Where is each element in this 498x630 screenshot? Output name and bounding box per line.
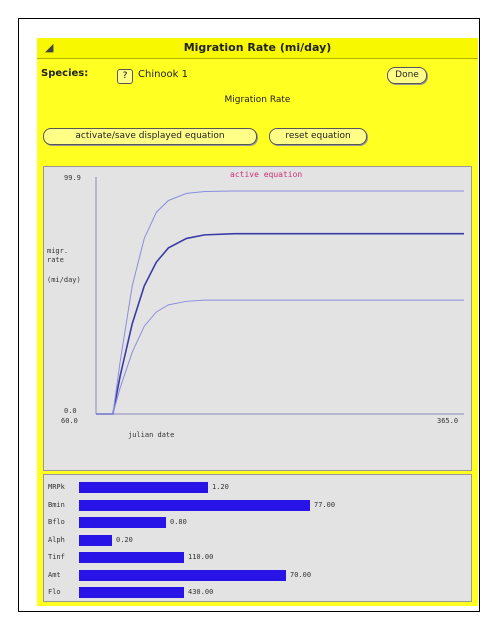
x-max-tick-label: 365.0 bbox=[437, 417, 459, 425]
parameter-value: 110.00 bbox=[188, 553, 214, 561]
parameter-name: Amt bbox=[48, 570, 61, 579]
parameter-row: Flo 430.00 bbox=[44, 584, 473, 602]
parameter-name: Bflo bbox=[48, 518, 65, 526]
window-menu-icon[interactable]: ◢ bbox=[45, 41, 54, 54]
window-title: Migration Rate (mi/day) bbox=[183, 41, 332, 54]
parameter-row: Bflo 0.80 bbox=[44, 514, 473, 532]
parameter-panel: MRPk 1.20 Bmin 77.00 Bflo 0.80 Alph 0.20 Tinf 110… bbox=[43, 474, 472, 602]
subtitle: Migration Rate bbox=[224, 95, 291, 105]
species-menu-button[interactable]: ? bbox=[117, 69, 133, 84]
parameter-slider[interactable] bbox=[79, 482, 208, 493]
done-button[interactable]: Done bbox=[387, 67, 427, 84]
parameter-value: 77.00 bbox=[314, 500, 336, 509]
y-axis-label-line2: rate bbox=[47, 256, 64, 264]
lower-bound-curve bbox=[96, 299, 464, 415]
species-label: Species: bbox=[41, 68, 89, 79]
x-min-tick-label: 60.0 bbox=[61, 417, 78, 425]
parameter-slider[interactable] bbox=[79, 587, 184, 598]
parameter-row: Tinf 110.00 bbox=[44, 549, 473, 567]
y-axis-label-line3: (mi/day) bbox=[47, 276, 81, 284]
parameter-value: 70.00 bbox=[290, 570, 312, 579]
parameter-row: Amt 70.00 bbox=[44, 567, 473, 585]
center-curve bbox=[96, 232, 464, 415]
parameter-slider[interactable] bbox=[79, 517, 166, 528]
active-equation-label: active equation bbox=[230, 170, 303, 179]
parameter-value: 0.20 bbox=[116, 535, 133, 544]
parameter-slider[interactable] bbox=[79, 534, 112, 546]
reset-equation-button[interactable]: reset equation bbox=[269, 128, 367, 145]
species-value: Chinook 1 bbox=[138, 69, 189, 80]
y-min-tick-label: 0.0 bbox=[64, 407, 77, 415]
parameter-value: 0.80 bbox=[170, 518, 187, 526]
parameter-row: Bmin 77.00 bbox=[44, 497, 473, 515]
parameter-row: Alph 0.20 bbox=[44, 532, 473, 550]
parameter-name: Tinf bbox=[48, 553, 65, 561]
parameter-row: MRPk 1.20 bbox=[44, 479, 473, 497]
activate-save-button[interactable]: activate/save displayed equation bbox=[43, 128, 257, 145]
parameter-value: 430.00 bbox=[188, 588, 214, 596]
parameter-name: Flo bbox=[48, 588, 61, 596]
migration-rate-window: ◢ Migration Rate (mi/day) Species: ? Chi… bbox=[37, 38, 478, 606]
y-axis-label-line1: migr. bbox=[47, 247, 69, 255]
parameter-name: Alph bbox=[48, 535, 65, 544]
parameter-slider[interactable] bbox=[79, 569, 286, 581]
x-axis-label: julian date bbox=[128, 431, 175, 439]
parameter-name: Bmin bbox=[48, 500, 65, 509]
upper-bound-curve bbox=[96, 190, 464, 415]
parameter-value: 1.20 bbox=[212, 483, 229, 491]
equation-plot: active equation 99.9 migr. rate (mi/day)… bbox=[43, 166, 472, 471]
title-bar[interactable]: ◢ Migration Rate (mi/day) bbox=[37, 38, 478, 59]
parameter-slider[interactable] bbox=[79, 499, 310, 511]
parameter-slider[interactable] bbox=[79, 552, 184, 563]
parameter-name: MRPk bbox=[48, 483, 65, 491]
plot-svg bbox=[95, 177, 464, 415]
y-max-tick-label: 99.9 bbox=[64, 174, 81, 182]
